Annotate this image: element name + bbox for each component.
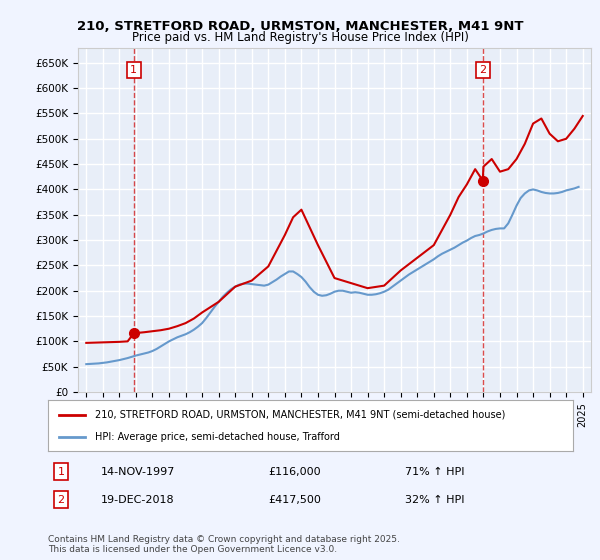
Text: HPI: Average price, semi-detached house, Trafford: HPI: Average price, semi-detached house,… xyxy=(95,432,340,442)
Text: 210, STRETFORD ROAD, URMSTON, MANCHESTER, M41 9NT: 210, STRETFORD ROAD, URMSTON, MANCHESTER… xyxy=(77,20,523,32)
Text: £417,500: £417,500 xyxy=(269,495,322,505)
Text: 71% ↑ HPI: 71% ↑ HPI xyxy=(405,467,464,477)
Text: 14-NOV-1997: 14-NOV-1997 xyxy=(101,467,175,477)
Text: 1: 1 xyxy=(58,467,65,477)
Text: £116,000: £116,000 xyxy=(269,467,321,477)
Text: 1: 1 xyxy=(130,65,137,75)
Text: 2: 2 xyxy=(58,495,65,505)
Text: Price paid vs. HM Land Registry's House Price Index (HPI): Price paid vs. HM Land Registry's House … xyxy=(131,31,469,44)
Text: 2: 2 xyxy=(479,65,487,75)
Text: 210, STRETFORD ROAD, URMSTON, MANCHESTER, M41 9NT (semi-detached house): 210, STRETFORD ROAD, URMSTON, MANCHESTER… xyxy=(95,409,506,419)
Text: 19-DEC-2018: 19-DEC-2018 xyxy=(101,495,174,505)
Text: 32% ↑ HPI: 32% ↑ HPI xyxy=(405,495,464,505)
Text: Contains HM Land Registry data © Crown copyright and database right 2025.
This d: Contains HM Land Registry data © Crown c… xyxy=(48,535,400,554)
